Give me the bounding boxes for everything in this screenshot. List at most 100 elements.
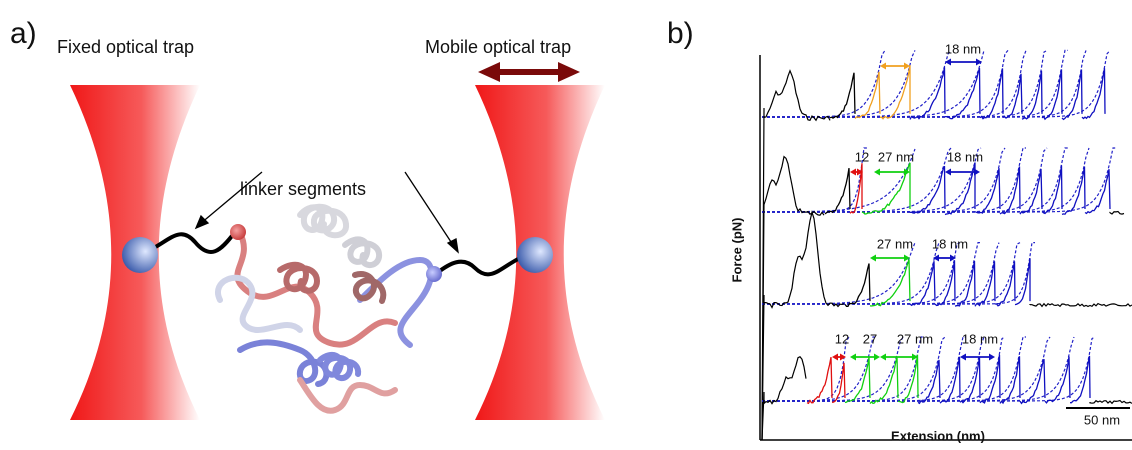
- force-trace: [824, 167, 851, 215]
- force-trace: [1041, 165, 1063, 215]
- move-arrow: [478, 62, 580, 82]
- span-label: 27 nm: [897, 331, 933, 346]
- panel-a: a) Fixed optical trap Mobile optical tra…: [10, 17, 605, 420]
- force-trace: [1019, 358, 1046, 405]
- arrow-head: [850, 168, 856, 176]
- fit-curve: [762, 50, 916, 118]
- force-trace: [1014, 258, 1031, 306]
- fit-curve: [762, 50, 1111, 118]
- span-label: 18 nm: [932, 236, 968, 251]
- force-trace: [954, 260, 976, 307]
- fit-curve: [762, 242, 1035, 305]
- panel-label: a): [10, 17, 37, 50]
- arrow-head: [974, 168, 980, 176]
- span-label: 18 nm: [962, 331, 998, 346]
- force-trace: [1021, 70, 1043, 120]
- force-trace: [1061, 166, 1086, 216]
- force-trace: [869, 259, 911, 307]
- arrow-head: [976, 58, 982, 66]
- arrow-head: [950, 254, 956, 262]
- arrow-head: [832, 353, 838, 361]
- force-trace: [979, 354, 1001, 404]
- fit-curve: [762, 336, 1006, 402]
- force-trace: [999, 356, 1021, 405]
- force-trace: [829, 72, 856, 119]
- force-trace: [934, 260, 956, 307]
- trap-label: Fixed optical trap: [57, 37, 194, 57]
- force-trace: [944, 162, 976, 216]
- fit-curve: [762, 336, 850, 402]
- arrow-head: [880, 353, 886, 361]
- arrow-head: [874, 353, 880, 361]
- fit-curve: [762, 336, 904, 402]
- pointer: [194, 171, 459, 254]
- force-trace: [831, 362, 846, 404]
- linker: [435, 256, 521, 277]
- force-trace: [979, 68, 1004, 120]
- force-trace: [879, 65, 911, 120]
- arrow-head: [850, 353, 856, 361]
- force-trace: [1019, 168, 1043, 215]
- arrow-head: [960, 353, 966, 361]
- fit-curve: [762, 50, 1009, 118]
- force-trace: [869, 356, 899, 405]
- force-trace: [806, 356, 833, 405]
- force-trace: [999, 166, 1021, 215]
- force-trace: [1044, 356, 1071, 404]
- bead: [517, 237, 553, 273]
- force-trace: [1081, 68, 1106, 120]
- span-label: 12: [855, 149, 869, 164]
- span-label: 18 nm: [945, 41, 981, 56]
- x-axis-label: Extension (nm): [891, 428, 985, 443]
- linker-label: linker segments: [240, 179, 366, 199]
- fit-curve: [762, 50, 952, 118]
- bead: [122, 237, 158, 273]
- protein: [215, 203, 435, 414]
- trap-label: Mobile optical trap: [425, 37, 571, 57]
- fit-curve: [762, 147, 1116, 213]
- force-trace: [909, 165, 946, 214]
- fit-curve: [762, 147, 1090, 213]
- fit-curve: [762, 242, 916, 305]
- force-trace: [861, 162, 911, 215]
- force-trace: [1002, 73, 1023, 119]
- fit-curve: [762, 242, 940, 305]
- fit-curve: [762, 336, 966, 402]
- y-axis-label: Force (pN): [729, 218, 744, 283]
- fit-curve: [762, 336, 1051, 402]
- fit-curve: [762, 336, 1096, 402]
- arrow-head: [904, 254, 910, 262]
- span-label: 27 nm: [877, 236, 913, 251]
- force-trace: [959, 356, 981, 404]
- arrow-head: [870, 254, 876, 262]
- arrow-head: [880, 62, 886, 70]
- fit-curve: [762, 242, 981, 305]
- force-trace: [939, 356, 961, 404]
- force-trace: [974, 168, 1001, 214]
- scale-bar-label: 50 nm: [1084, 412, 1120, 427]
- force-trace: [897, 354, 919, 404]
- span-label: 18 nm: [947, 149, 983, 164]
- force-trace: [761, 69, 831, 441]
- arrow-head: [857, 168, 863, 176]
- force-trace: [1084, 169, 1111, 215]
- span-label: 12: [835, 331, 849, 346]
- arrow-head: [874, 168, 880, 176]
- panel-b: b) Force (pN) Extension (nm) 50 nm 18 nm…: [667, 17, 1132, 443]
- force-trace: [917, 359, 941, 405]
- force-trace: [1029, 302, 1132, 308]
- force-trace: [944, 67, 981, 120]
- force-trace: [974, 261, 996, 307]
- terminus: [426, 266, 442, 282]
- arrow-head: [945, 168, 951, 176]
- force-trace: [761, 155, 825, 441]
- force-trace: [1089, 399, 1132, 405]
- fit-curve: [762, 242, 1021, 305]
- force-trace: [844, 263, 871, 307]
- fit-curve: [762, 50, 1087, 118]
- force-trace: [909, 261, 936, 307]
- arrow-head: [840, 353, 846, 361]
- force-trace: [909, 67, 946, 120]
- arrow-head: [912, 353, 918, 361]
- arrow-head: [933, 254, 939, 262]
